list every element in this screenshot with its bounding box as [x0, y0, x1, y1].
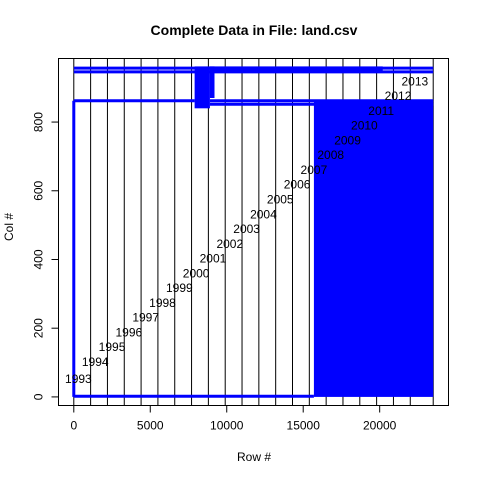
- year-label-1995: 1995: [99, 340, 126, 354]
- x-tick-label-3: 15000: [287, 419, 321, 433]
- year-label-2010: 2010: [351, 119, 378, 133]
- x-tick-label-2: 10000: [210, 419, 244, 433]
- year-label-2008: 2008: [317, 148, 344, 162]
- year-label-1996: 1996: [116, 325, 143, 339]
- year-label-2013: 2013: [402, 74, 429, 88]
- year-label-2011: 2011: [368, 104, 394, 118]
- year-labels: 1993 199419951996199719981999200020012002…: [65, 74, 428, 386]
- data-block-0: [194, 66, 210, 109]
- year-label-2006: 2006: [284, 178, 311, 192]
- year-label-2005: 2005: [267, 192, 294, 206]
- y-tick-label-1: 200: [32, 318, 46, 338]
- year-label-2000: 2000: [183, 266, 210, 280]
- x-axis-label: Row #: [237, 450, 271, 464]
- y-tick-label-4: 800: [32, 112, 46, 132]
- data-block-3: [313, 100, 434, 397]
- data-series: [72, 66, 434, 398]
- plot-frame: [58, 58, 449, 406]
- year-label-1998: 1998: [149, 296, 176, 310]
- year-label-1994: 1994: [82, 355, 109, 369]
- y-axis-label: Col #: [2, 213, 16, 241]
- year-label-2007: 2007: [301, 163, 328, 177]
- year-label-1993: 1993: [65, 372, 92, 386]
- x-tick-label-4: 20000: [363, 419, 397, 433]
- year-label-2012: 2012: [385, 89, 412, 103]
- year-label-2001: 2001: [200, 252, 227, 266]
- x-tick-label-0: 0: [70, 419, 77, 433]
- y-tick-label-2: 400: [32, 249, 46, 269]
- year-label-1997: 1997: [132, 311, 159, 325]
- y-tick-label-3: 600: [32, 180, 46, 200]
- year-label-2009: 2009: [334, 133, 361, 147]
- year-label-2003: 2003: [233, 222, 260, 236]
- year-label-2002: 2002: [216, 237, 243, 251]
- chart-title: Complete Data in File: land.csv: [151, 22, 358, 38]
- y-tick-label-0: 0: [32, 393, 46, 400]
- data-block-1: [209, 66, 215, 99]
- year-label-2004: 2004: [250, 207, 277, 221]
- x-tick-label-1: 5000: [137, 419, 164, 433]
- year-label-1999: 1999: [166, 281, 193, 295]
